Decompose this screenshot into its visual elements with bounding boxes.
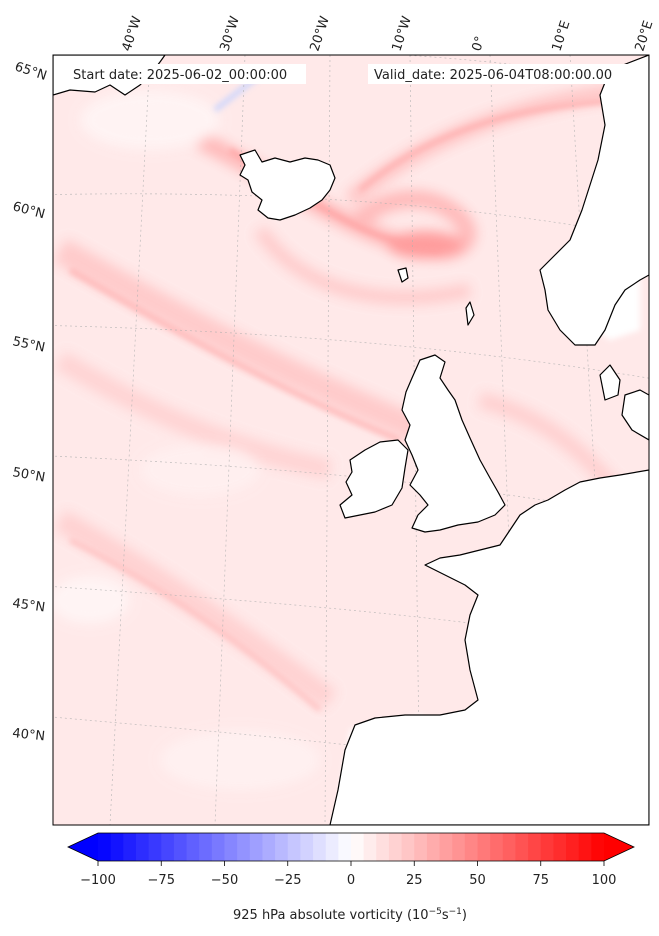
colorbar-segment <box>591 833 605 861</box>
start-date-label: Start date: 2025-06-02_00:00:00 <box>73 68 287 83</box>
colorbar-segment <box>376 833 390 861</box>
colorbar-segment <box>173 833 188 861</box>
colorbar-tick-label: −25 <box>274 873 301 888</box>
valid-label-box <box>368 64 636 84</box>
map-panel <box>53 55 649 825</box>
colorbar-segment <box>540 833 554 861</box>
colorbar-title: 925 hPa absolute vorticity (10−5s−1) <box>233 907 467 923</box>
colorbar-segment <box>300 833 314 861</box>
colorbar-tick-label: 50 <box>469 873 486 888</box>
lon-label-20w: 20°W <box>308 14 333 53</box>
colorbar-segment <box>211 833 225 861</box>
map-header: Start date: 2025-06-02_00:00:00 Valid_da… <box>66 64 636 84</box>
colorbar-segment <box>566 833 580 861</box>
colorbar-segment <box>414 833 428 861</box>
colorbar-segment <box>325 833 339 861</box>
colorbar-segment <box>515 833 529 861</box>
colorbar-segment <box>161 833 175 861</box>
great-britain-coast <box>401 354 506 533</box>
colorbar-min-extend <box>68 833 98 861</box>
colorbar-segment <box>199 833 213 861</box>
colorbar-segment <box>148 833 162 861</box>
colorbar-max-extend <box>604 833 634 861</box>
colorbar-segment <box>401 833 415 861</box>
shetland-coast <box>465 301 475 326</box>
lon-label-30w: 30°W <box>218 14 243 53</box>
colorbar-segment <box>110 833 124 861</box>
colorbar-tick-label: 0 <box>347 873 355 888</box>
ireland-coast <box>339 439 409 519</box>
start-label-box <box>66 64 306 84</box>
colorbar-segments <box>98 833 605 861</box>
colorbar-segment <box>287 833 301 861</box>
colorbar-segment <box>338 833 352 861</box>
colorbar-segment <box>477 833 491 861</box>
colorbar-segment <box>553 833 567 861</box>
colorbar-segment <box>464 833 478 861</box>
colorbar-segment <box>123 833 137 861</box>
longitude-labels: 40°W 30°W 20°W 10°W 0° 10°E 20°E <box>120 14 657 53</box>
lat-label-60n: 60°N <box>11 199 47 222</box>
colorbar-segment <box>275 833 289 861</box>
lon-label-20e: 20°E <box>633 19 657 53</box>
iceland-coast <box>239 149 336 221</box>
lon-label-10w: 10°W <box>390 14 415 53</box>
colorbar-tick-label: −75 <box>148 873 175 888</box>
colorbar-segment <box>490 833 504 861</box>
lat-label-45n: 45°N <box>11 596 46 615</box>
colorbar-segment <box>224 833 238 861</box>
colorbar-segment <box>249 833 263 861</box>
colorbar-segment <box>363 833 377 861</box>
colorbar-segment <box>237 833 251 861</box>
lon-label-0: 0° <box>470 35 489 54</box>
colorbar-segment <box>388 833 403 861</box>
colorbar-segment <box>313 833 327 861</box>
colorbar-segment <box>578 833 592 861</box>
colorbar-segment <box>135 833 150 861</box>
colorbar-segment <box>426 833 441 861</box>
colorbar-tick-label: 75 <box>532 873 549 888</box>
colorbar-segment <box>452 833 466 861</box>
colorbar-tick-label: −100 <box>80 873 116 888</box>
colorbar-tick-label: −50 <box>211 873 238 888</box>
baltic-coast <box>621 389 649 441</box>
faroe-coast <box>397 267 409 283</box>
colorbar-segment <box>262 833 276 861</box>
scandinavia-coast <box>539 55 649 346</box>
lat-label-40n: 40°N <box>12 726 46 744</box>
lat-label-65n: 65°N <box>13 60 49 84</box>
colorbar-segment <box>439 833 453 861</box>
map-frame <box>52 54 650 826</box>
colorbar-segment <box>528 833 542 861</box>
colorbar-segment <box>98 833 112 861</box>
colorbar-segment <box>186 833 200 861</box>
denmark-coast <box>599 364 621 401</box>
colorbar-segment <box>351 833 365 861</box>
colorbar-tick-label: 100 <box>592 873 617 888</box>
valid-date-label: Valid_date: 2025-06-04T08:00:00.00 <box>374 68 612 83</box>
lat-label-50n: 50°N <box>11 465 46 485</box>
lon-label-40w: 40°W <box>120 14 145 53</box>
colorbar: −100 −75 −50 −25 0 25 50 75 100 925 hPa absolute… <box>67 832 635 923</box>
latitude-labels: 65°N 60°N 55°N 50°N 45°N 40°N <box>11 60 49 745</box>
europe-coast <box>329 469 649 825</box>
lat-label-55n: 55°N <box>11 334 46 355</box>
colorbar-tick-label: 25 <box>406 873 423 888</box>
colorbar-ticks: −100 −75 −50 −25 0 25 50 75 100 <box>80 861 616 888</box>
colorbar-segment <box>502 833 516 861</box>
lon-label-10e: 10°E <box>550 19 574 53</box>
